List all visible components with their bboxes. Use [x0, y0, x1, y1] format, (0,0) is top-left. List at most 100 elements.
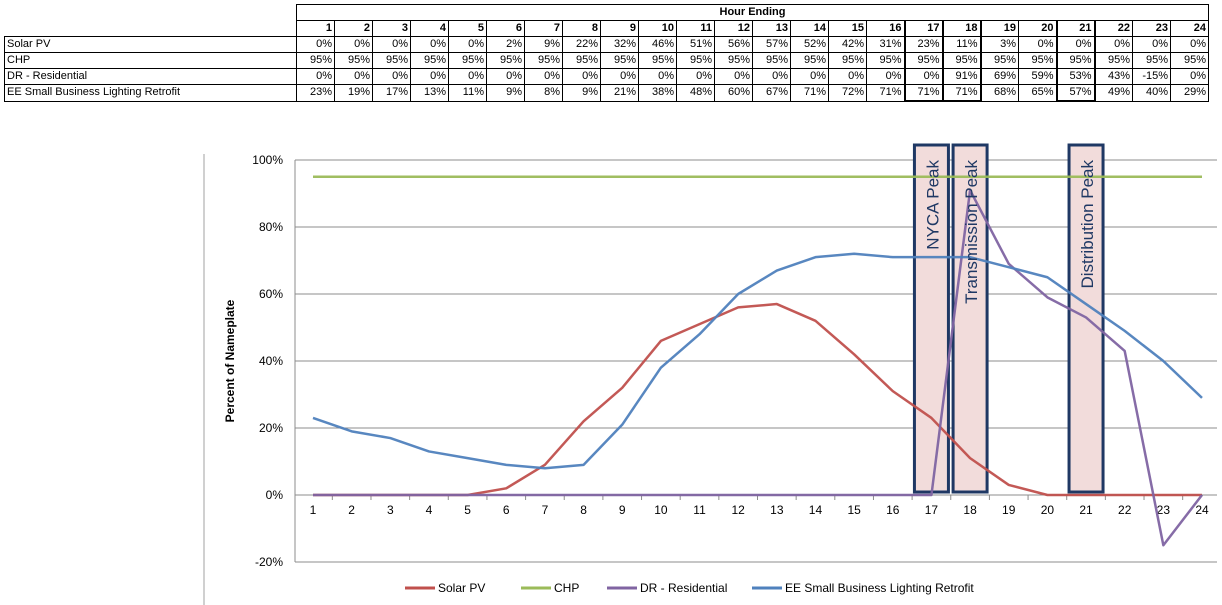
legend-label: EE Small Business Lighting Retrofit	[785, 581, 974, 595]
x-tick-label: 15	[847, 503, 861, 517]
table-cell: 51%	[676, 36, 715, 53]
table-row: CHP 95% 95% 95% 95% 95% 95% 95% 95% 95% 95% 95% 95% 9…	[4, 52, 1209, 69]
table-cell: 95%	[1170, 52, 1209, 69]
series-line-3	[312, 252, 1203, 470]
table-cell: 8%	[524, 84, 563, 102]
table-cell: 95%	[1018, 52, 1057, 69]
table-cell: 95%	[903, 52, 944, 69]
x-tick-label: 16	[886, 503, 900, 517]
y-tick-label: 0%	[266, 488, 284, 502]
table-hour-header: 20	[1018, 20, 1057, 37]
table-row: Solar PV 0% 0% 0% 0% 0% 2% 9% 22% 32% 46% 51% 56% 57%…	[4, 36, 1209, 53]
table-cell: 0%	[600, 68, 639, 85]
table-cell: 95%	[980, 52, 1019, 69]
table-row-label: DR - Residential	[4, 68, 297, 85]
table-cell: 95%	[562, 52, 601, 69]
table-cell: 0%	[1170, 36, 1209, 53]
x-tick-label: 11	[693, 503, 706, 517]
table-cell: 2%	[486, 36, 525, 53]
table-cell: -15%	[1132, 68, 1171, 85]
table-cell: 19%	[334, 84, 373, 102]
table-row: DR - Residential 0% 0% 0% 0% 0% 0% 0% 0% 0% 0% 0% 0%…	[4, 68, 1209, 85]
x-tick-label: 9	[619, 503, 626, 517]
table-cell: 29%	[1170, 84, 1209, 102]
x-tick-label: 18	[963, 503, 977, 517]
x-tick-label: 3	[387, 503, 394, 517]
table-cell: 95%	[790, 52, 829, 69]
table-cell: 71%	[790, 84, 829, 102]
peak-label: Distribution Peak	[1078, 160, 1097, 289]
x-tick-label: 20	[1041, 503, 1055, 517]
table-cell: 56%	[714, 36, 753, 53]
y-tick-label: 60%	[259, 287, 283, 301]
table-cell: 0%	[714, 68, 753, 85]
y-tick-label: 40%	[259, 354, 283, 368]
table-cell: 0%	[1132, 36, 1171, 53]
table-cell: 69%	[980, 68, 1019, 85]
table-cell: 11%	[941, 36, 982, 53]
table-cell: 95%	[600, 52, 639, 69]
table-cell: 91%	[941, 68, 982, 85]
table-cell: 0%	[866, 68, 905, 85]
x-tick-label: 10	[654, 503, 668, 517]
table-hour-header: 21	[1055, 20, 1096, 37]
table-hour-header: 15	[828, 20, 867, 37]
x-tick-label: 8	[580, 503, 587, 517]
table-cell: 3%	[980, 36, 1019, 53]
table-cell: 95%	[334, 52, 373, 69]
table-cell: 67%	[752, 84, 791, 102]
table-cell: 0%	[486, 68, 525, 85]
table-cell: 95%	[486, 52, 525, 69]
x-tick-label: 4	[426, 503, 433, 517]
peak-annotations	[912, 143, 1105, 494]
legend-label: DR - Residential	[640, 581, 727, 595]
table-cell: 0%	[448, 68, 487, 85]
y-axis-title: Percent of Nameplate	[223, 299, 237, 422]
table-cell: 95%	[410, 52, 449, 69]
table-cell: 60%	[714, 84, 753, 102]
legend-label: CHP	[554, 581, 579, 595]
table-cell: 53%	[1055, 68, 1096, 85]
x-tick-label: 17	[925, 503, 939, 517]
x-tick-label: 12	[731, 503, 745, 517]
x-tick-label: 5	[464, 503, 471, 517]
table-cell: 11%	[448, 84, 487, 102]
table-cell: 71%	[903, 84, 944, 102]
hourly-data-table: Hour Ending 1 2 3 4 5 6 7 8 9 10 11 12 13 14 15 16 17 18 19…	[4, 4, 1209, 102]
table-cell: 13%	[410, 84, 449, 102]
x-tick-label: 23	[1157, 503, 1171, 517]
table-cell: 43%	[1094, 68, 1133, 85]
x-tick-label: 7	[542, 503, 549, 517]
table-row-label: EE Small Business Lighting Retrofit	[4, 84, 297, 102]
y-tick-label: -20%	[255, 555, 283, 569]
table-cell: 95%	[372, 52, 411, 69]
table-cell: 0%	[676, 68, 715, 85]
x-tick-label: 24	[1195, 503, 1209, 517]
table-cell: 48%	[676, 84, 715, 102]
table-cell: 9%	[486, 84, 525, 102]
table-cell: 0%	[752, 68, 791, 85]
table-cell: 31%	[866, 36, 905, 53]
table-cell: 17%	[372, 84, 411, 102]
x-tick-label: 6	[503, 503, 510, 517]
x-tick-label: 14	[809, 503, 823, 517]
table-hour-header: 10	[638, 20, 677, 37]
table-cell: 9%	[562, 84, 601, 102]
y-tick-label: 80%	[259, 220, 283, 234]
table-hour-header: 24	[1170, 20, 1209, 37]
series-line-2	[313, 188, 1203, 547]
table-row: EE Small Business Lighting Retrofit 23% 19…	[4, 84, 1209, 102]
x-tick-label: 22	[1118, 503, 1132, 517]
y-tick-label: 100%	[252, 153, 283, 167]
peak-label: NYCA Peak	[923, 160, 942, 250]
y-tick-label: 20%	[259, 421, 283, 435]
peak-label: Transmission Peak	[962, 160, 981, 304]
x-tick-label: 19	[1002, 503, 1016, 517]
table-cell: 95%	[296, 52, 335, 69]
table-cell: 71%	[941, 84, 982, 102]
table-cell: 22%	[562, 36, 601, 53]
table-cell: 0%	[448, 36, 487, 53]
table-cell: 57%	[1055, 84, 1096, 102]
peak-box	[912, 143, 950, 494]
